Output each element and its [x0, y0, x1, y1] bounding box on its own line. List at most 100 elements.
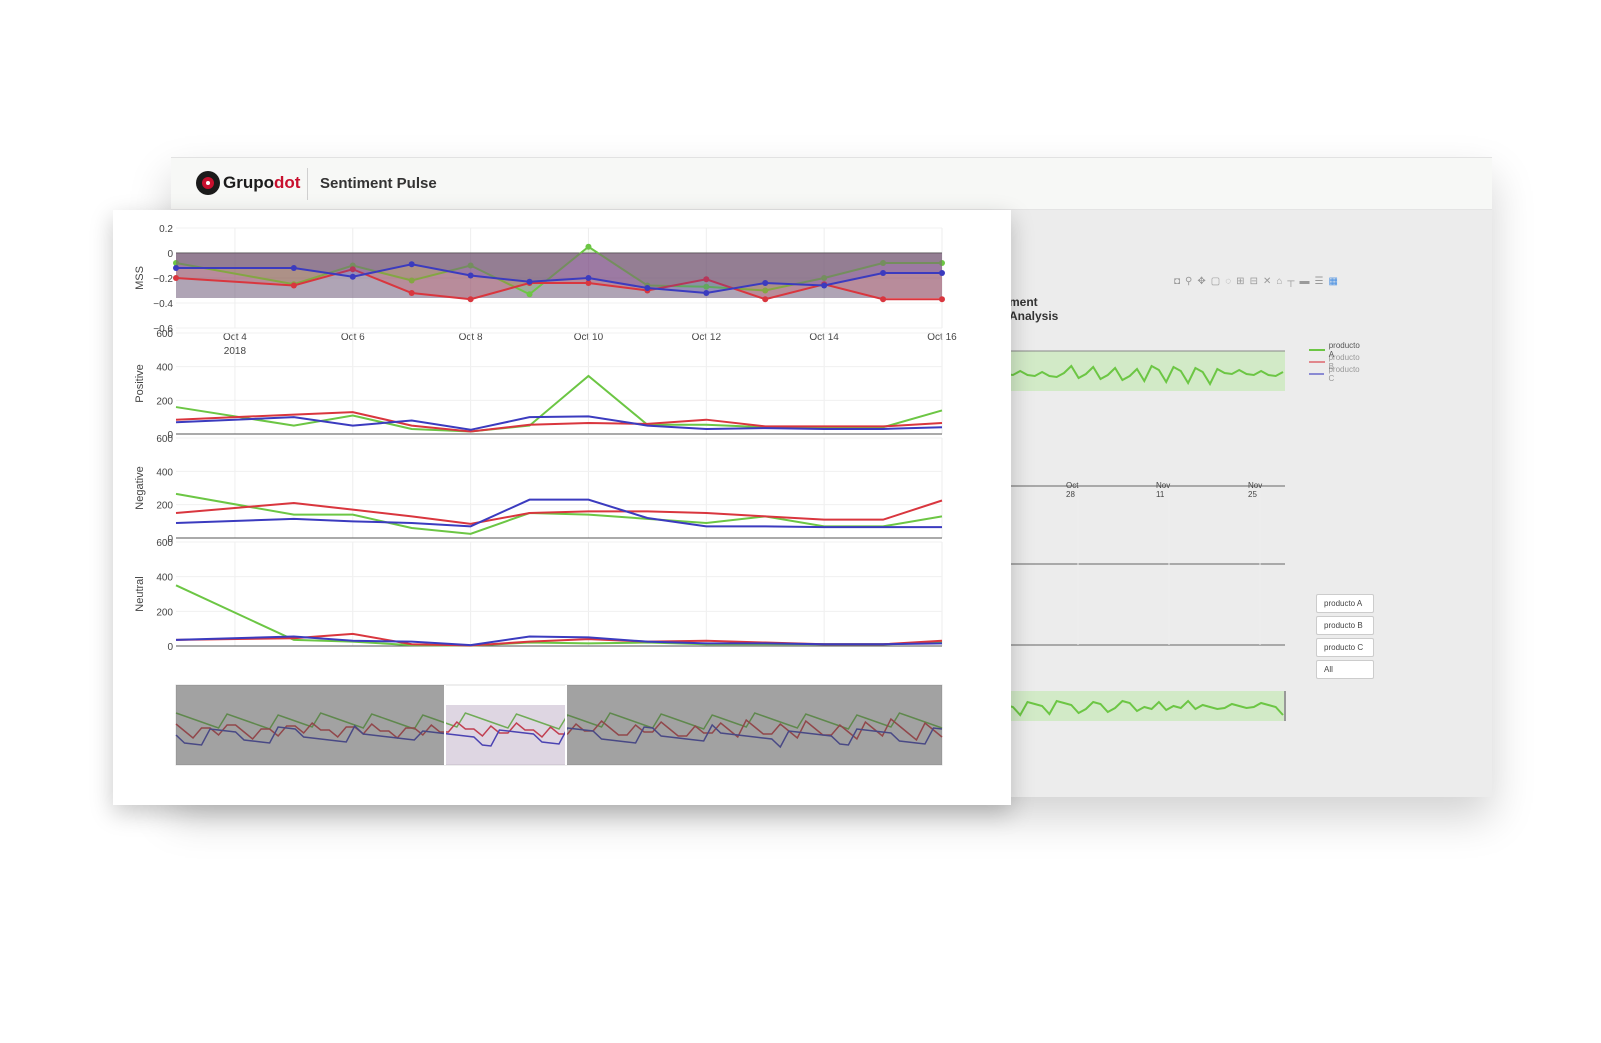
data-point[interactable]	[821, 282, 828, 289]
data-point[interactable]	[408, 290, 415, 296]
data-point[interactable]	[526, 291, 533, 298]
legend-label: producto A	[1328, 341, 1360, 359]
zoom-in-icon[interactable]: ⊞	[1236, 276, 1245, 287]
background-series-line	[991, 364, 1284, 387]
legend-label: producto C	[1328, 365, 1360, 383]
data-point[interactable]	[821, 275, 828, 281]
legend-item-producto-c[interactable]: producto C	[1309, 365, 1362, 383]
legend-item-producto-b[interactable]: producto B	[1309, 353, 1362, 371]
data-point[interactable]	[467, 262, 474, 269]
plotly-logo-icon[interactable]: ▦	[1328, 276, 1338, 287]
data-point[interactable]	[880, 296, 887, 303]
data-point[interactable]	[526, 278, 533, 285]
legend-swatch-a	[1309, 349, 1325, 351]
data-point[interactable]	[408, 261, 415, 268]
data-point[interactable]	[644, 285, 651, 291]
series-line	[175, 499, 943, 525]
data-point[interactable]	[290, 282, 297, 289]
y-tick-label: 0	[167, 249, 173, 260]
y-tick-label: 400	[156, 467, 173, 478]
chart-modebar: ◘ ⚲ ✥ ▢ ◌ ⊞ ⊟ ✕ ⌂ ┬ ▬ ☰ ▦	[1174, 276, 1338, 287]
data-point[interactable]	[173, 260, 179, 266]
logo-text-part2: dot	[274, 173, 301, 192]
data-point[interactable]	[585, 243, 592, 250]
hover-closest-icon[interactable]: ▬	[1299, 276, 1310, 287]
zoom-out-icon[interactable]: ⊟	[1249, 276, 1258, 287]
brand-logo[interactable]: Grupodot	[196, 171, 300, 195]
data-point[interactable]	[173, 265, 179, 271]
data-point[interactable]	[939, 260, 945, 266]
y-tick-label: 600	[156, 434, 173, 445]
data-point[interactable]	[585, 280, 592, 286]
series-line	[175, 411, 943, 433]
data-point[interactable]	[467, 272, 474, 279]
series-area-fill	[176, 253, 942, 293]
range-slider-mask-left	[176, 685, 445, 765]
y-tick-label: 400	[156, 573, 173, 584]
data-point[interactable]	[880, 270, 887, 276]
background-x-tick: Oct 28	[1066, 481, 1079, 499]
pan-icon[interactable]: ✥	[1197, 276, 1206, 287]
filter-button-producto-c[interactable]: producto C	[1316, 638, 1374, 657]
data-point[interactable]	[703, 283, 710, 290]
background-x-tick: Nov 11	[1156, 481, 1171, 499]
data-point[interactable]	[290, 265, 297, 271]
sentiment-chart-card: 0.2 0 −0.2 −0.4 −0.6 MSS Oct 4 2018 Oct 6 Oct 8 Oc…	[113, 210, 1011, 805]
range-slider-window[interactable]	[445, 705, 566, 765]
y-tick-label: −0.2	[153, 274, 173, 285]
data-point[interactable]	[939, 296, 945, 303]
reset-axes-icon[interactable]: ⌂	[1276, 276, 1283, 287]
y-tick-label: 600	[156, 329, 173, 340]
data-point[interactable]	[762, 280, 769, 286]
hover-compare-icon[interactable]: ☰	[1314, 276, 1324, 287]
range-slider-mask-right	[566, 685, 942, 765]
series-line	[175, 635, 943, 647]
data-point[interactable]	[585, 275, 592, 281]
legend-item-producto-a[interactable]: producto A	[1309, 341, 1362, 359]
section-title: ment Analysis	[1009, 295, 1059, 323]
filter-button-producto-a[interactable]: producto A	[1316, 594, 1374, 613]
top-bar: Grupodot Sentiment Pulse	[171, 157, 1492, 210]
header-divider	[307, 168, 308, 200]
data-point[interactable]	[703, 276, 710, 283]
legend-swatch-c	[1309, 373, 1325, 375]
data-point[interactable]	[467, 296, 474, 303]
background-x-tick: Nov 25	[1248, 481, 1263, 499]
y-tick-label: 600	[156, 538, 173, 549]
filter-button-producto-b[interactable]: producto B	[1316, 616, 1374, 635]
logo-text-part1: Grupo	[223, 173, 274, 192]
lasso-icon[interactable]: ◌	[1225, 276, 1232, 287]
filter-button-all[interactable]: All	[1316, 660, 1374, 679]
zoom-icon[interactable]: ⚲	[1185, 276, 1193, 287]
y-tick-label: 200	[156, 501, 173, 512]
box-select-icon[interactable]: ▢	[1210, 276, 1221, 287]
y-tick-label: 200	[156, 396, 173, 407]
autoscale-icon[interactable]: ✕	[1262, 276, 1272, 287]
data-point[interactable]	[349, 266, 356, 273]
data-point[interactable]	[349, 273, 356, 280]
data-point[interactable]	[762, 287, 769, 294]
camera-icon[interactable]: ◘	[1174, 276, 1181, 287]
data-point[interactable]	[939, 270, 945, 276]
y-tick-label: −0.4	[153, 299, 173, 310]
data-point[interactable]	[880, 260, 887, 266]
y-axis-label: MSS	[134, 266, 146, 290]
legend-swatch-b	[1309, 361, 1325, 363]
series-area-fill	[176, 253, 942, 300]
mss-shaded-band	[176, 253, 942, 298]
y-axis-label: Neutral	[134, 576, 146, 611]
y-axis-label: Positive	[134, 364, 146, 403]
y-tick-label: 0	[167, 642, 173, 653]
legend-label: producto B	[1328, 353, 1360, 371]
data-point[interactable]	[703, 290, 710, 296]
y-axis-label: Negative	[134, 466, 146, 509]
y-tick-label: 0.2	[159, 224, 173, 235]
spike-lines-icon[interactable]: ┬	[1287, 276, 1295, 287]
data-point[interactable]	[173, 275, 179, 281]
background-rangeslider-line	[991, 699, 1284, 717]
data-point[interactable]	[762, 296, 769, 303]
y-tick-label: 200	[156, 607, 173, 618]
data-point[interactable]	[408, 277, 415, 284]
